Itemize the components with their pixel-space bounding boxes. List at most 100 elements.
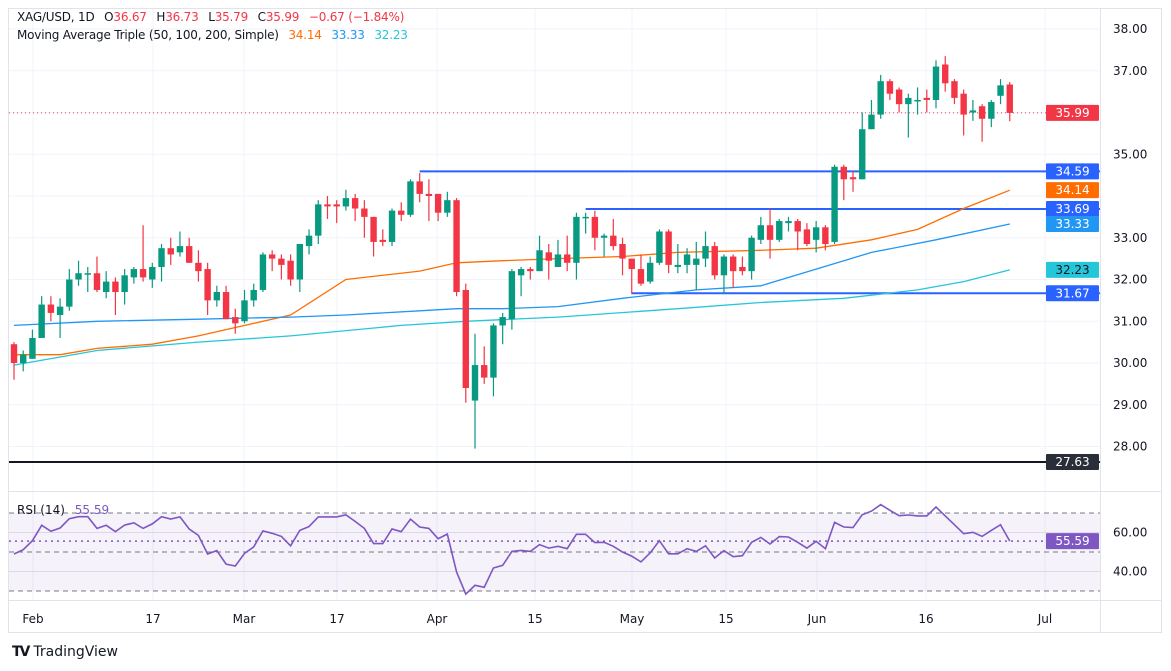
candle <box>268 250 276 272</box>
price-tick-label: 30.00 <box>1113 356 1147 370</box>
candle <box>158 244 165 282</box>
candle <box>868 99 875 130</box>
candle-body <box>250 289 257 301</box>
candle <box>886 79 894 100</box>
candle <box>536 235 543 272</box>
level-price-tag: 34.59 <box>1055 164 1089 178</box>
candle-body <box>942 64 949 84</box>
last-price-tag-bg <box>1046 104 1099 121</box>
candle <box>75 260 82 286</box>
candle <box>517 266 525 297</box>
price-tick-label: 28.00 <box>1113 440 1147 454</box>
candle-body <box>222 292 230 320</box>
candle <box>720 254 728 295</box>
level-price-tag-bg <box>1046 163 1099 180</box>
ma-price-tag: 34.14 <box>1055 183 1089 197</box>
price-axis[interactable]: 38.00 37.00 35.00 33.00 32.00 31.00 30.00 29.00… <box>1113 22 1147 579</box>
candle-body <box>324 204 331 207</box>
candle-body <box>315 204 322 236</box>
time-tick-label: Apr <box>427 612 448 626</box>
candle-body <box>361 208 368 217</box>
candle-body <box>757 225 765 240</box>
grid <box>9 9 1100 600</box>
ma-50-line <box>14 189 1011 356</box>
candle-body <box>969 110 977 113</box>
candle <box>766 208 774 259</box>
candle-body <box>822 227 829 245</box>
candle <box>785 216 792 232</box>
ma100-value: 33.33 <box>331 28 365 42</box>
candle-body <box>545 252 552 261</box>
time-axis[interactable]: Feb 17 Mar 17 Apr 15 May 15 Jun 16 Jul <box>22 612 1052 626</box>
candle-body <box>656 231 663 263</box>
candle-body <box>158 248 165 267</box>
last-price-tag: 35.99 <box>1055 106 1089 120</box>
candle-body <box>213 292 221 301</box>
candle-body <box>564 254 571 263</box>
candle-body <box>729 256 737 272</box>
candle <box>840 164 847 201</box>
ma-price-tag-bg <box>1046 261 1099 278</box>
symbol-title[interactable]: XAG/USD, 1D <box>17 10 95 24</box>
candle-body <box>868 114 875 130</box>
candle-body <box>20 354 27 363</box>
candle <box>573 212 580 280</box>
close-label: C <box>257 10 266 24</box>
level-price-tag-bg <box>1046 200 1099 217</box>
candle-body <box>471 365 479 401</box>
candle-body <box>859 129 866 180</box>
candle <box>997 79 1004 105</box>
candle-body <box>93 273 101 290</box>
ma-title[interactable]: Moving Average Triple (50, 100, 200, Sim… <box>17 28 279 42</box>
candle-body <box>960 93 967 115</box>
candle <box>84 266 91 293</box>
time-tick-label: 16 <box>918 612 933 626</box>
high-value: 36.73 <box>165 10 199 24</box>
price-tick-label: 31.00 <box>1113 314 1147 328</box>
candle-body <box>416 181 423 194</box>
level-price-tag: 31.67 <box>1055 286 1089 300</box>
candle-body <box>674 264 682 267</box>
candle-body <box>38 304 45 338</box>
candle-body <box>582 216 589 219</box>
candle-body <box>47 304 55 313</box>
candle <box>149 262 156 288</box>
rsi-price-tag-bg <box>1046 533 1099 550</box>
candle <box>656 229 663 265</box>
candle-body <box>702 246 709 259</box>
candle <box>951 79 958 105</box>
candle <box>38 296 45 338</box>
rsi-price-tag: 55.59 <box>1055 534 1089 548</box>
horizontal-levels[interactable] <box>9 112 1100 463</box>
candle-body <box>10 344 18 363</box>
candle <box>554 239 562 267</box>
candle <box>333 200 340 224</box>
candle <box>204 262 211 315</box>
time-tick-label: May <box>620 612 645 626</box>
candle-body <box>232 317 239 324</box>
candle-body <box>978 106 986 119</box>
level-price-tag-bg <box>1046 285 1099 302</box>
candle-body <box>481 365 488 378</box>
candle <box>702 231 709 267</box>
tradingview-logo[interactable]: TV TradingView <box>12 644 118 660</box>
candle-body <box>517 269 525 276</box>
candle <box>812 221 820 253</box>
candle-body <box>296 244 304 280</box>
candle-body <box>112 281 119 293</box>
candle <box>425 179 433 222</box>
rsi-title[interactable]: RSI (14) <box>17 503 65 517</box>
candle <box>213 285 221 307</box>
candle <box>960 89 967 136</box>
candle-body <box>425 193 433 196</box>
candle <box>167 237 174 265</box>
candle <box>591 210 599 251</box>
time-tick-label: Mar <box>233 612 256 626</box>
time-tick-label: Jul <box>1037 612 1052 626</box>
candles <box>10 56 1013 449</box>
candle <box>324 196 331 219</box>
ma200-value: 32.23 <box>374 28 408 42</box>
candle-body <box>176 246 184 253</box>
candle <box>831 164 838 245</box>
